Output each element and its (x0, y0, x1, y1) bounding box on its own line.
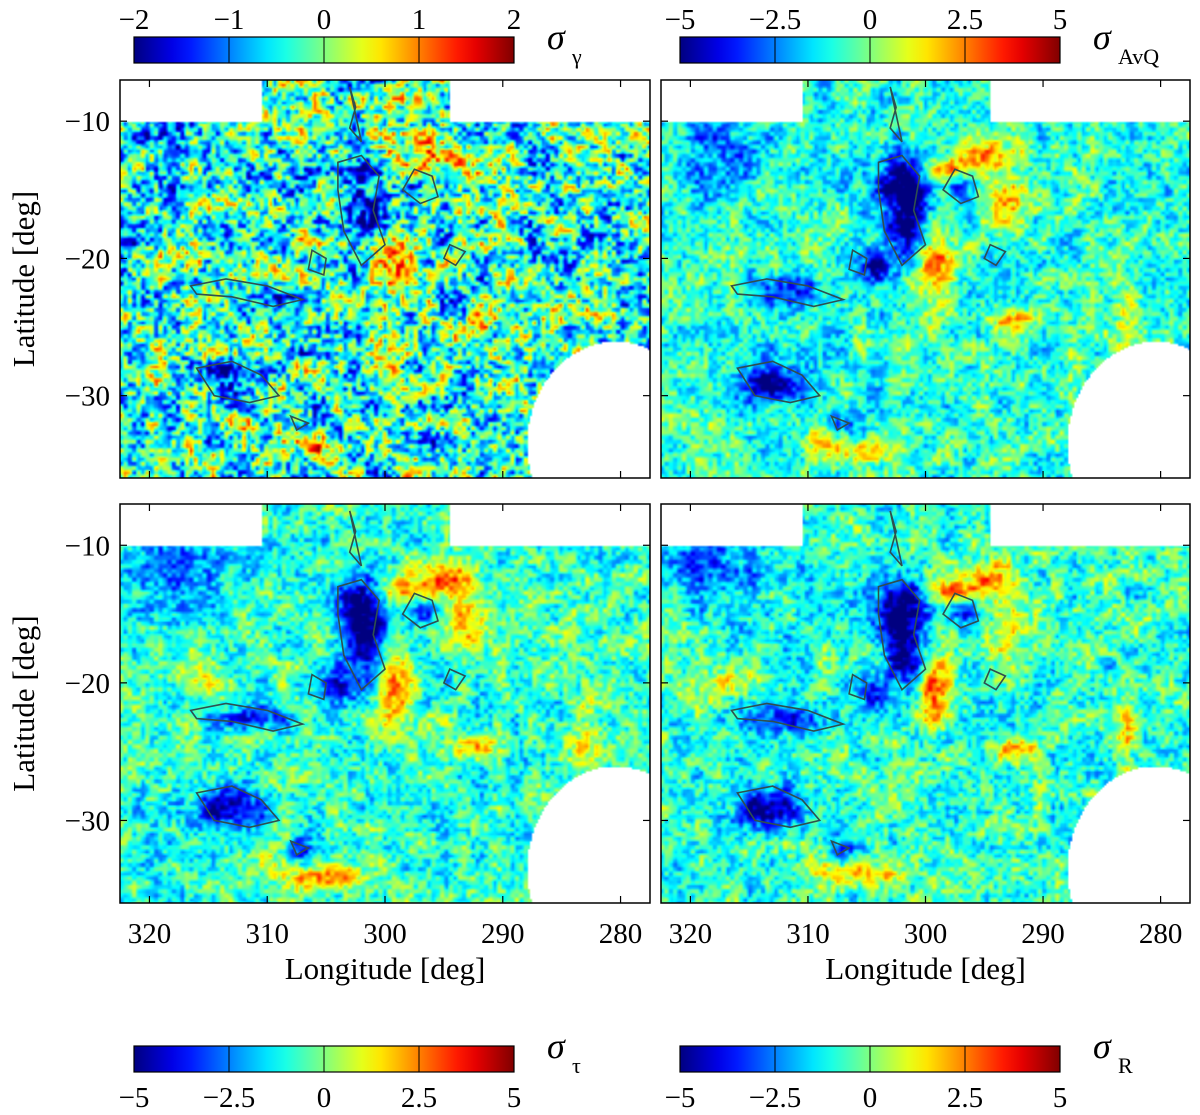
contour-6 (848, 673, 868, 701)
y-tick-label-0: −10 (65, 106, 110, 138)
contours-sigma_tau (189, 510, 467, 856)
colorbar-tick-label-3: 2.5 (947, 1082, 983, 1114)
contour-6 (848, 248, 868, 276)
colorbar-subscript-sigma_gamma: γ (571, 44, 582, 69)
colorbar-sigma_R: −5 −2.5 0 2.5 5σ R (665, 1026, 1133, 1114)
panel-sigma_gamma: −10 −20 −30 Latitude [deg] (6, 79, 651, 479)
contour-3 (195, 785, 281, 829)
contour-1 (942, 592, 980, 629)
contour-1 (401, 592, 439, 629)
panel-sigma_R: 320 310 300 290 280 Longitude [deg] (660, 503, 1191, 986)
colorbar-tick-label-3: 2.5 (947, 4, 983, 36)
contour-5 (348, 510, 363, 567)
colorbar-tick-label-2: 0 (863, 1082, 878, 1114)
contours-sigma_R (730, 510, 1007, 856)
colorbar-tick-label-0: −5 (665, 4, 696, 36)
panel-sigma_tau: 320 310 300 290 280 Longitude [deg] −10 −20 −30 L… (6, 503, 651, 986)
colorbar-tick-label-1: −1 (214, 4, 245, 36)
colorbar-tick-label-4: 5 (1053, 1082, 1068, 1114)
contour-2 (189, 702, 306, 732)
heatmap-sigma_R (661, 504, 1190, 903)
y-tick-label-1: −20 (65, 243, 110, 275)
colorbar-tick-label-1: −2.5 (203, 1082, 256, 1114)
x-axis-title: Longitude [deg] (285, 951, 486, 986)
x-tick-label-4: 280 (599, 918, 643, 950)
x-tick-label-3: 290 (481, 918, 525, 950)
y-axis-title: Latitude [deg] (6, 615, 41, 791)
colorbar-tick-label-3: 2.5 (401, 1082, 437, 1114)
y-tick-label-1: −20 (65, 668, 110, 700)
contours-sigma_gamma (189, 86, 467, 432)
contour-5 (889, 86, 903, 143)
contour-6 (307, 673, 327, 701)
y-tick-label-2: −30 (65, 381, 110, 413)
x-tick-label-1: 310 (786, 918, 830, 950)
heatmap-sigma_tau (120, 504, 650, 903)
contour-4 (289, 414, 311, 432)
colorbar-tick-label-0: −5 (119, 1082, 150, 1114)
colorbar-tick-label-3: 1 (412, 4, 427, 36)
y-tick-label-0: −10 (65, 530, 110, 562)
contour-3 (736, 785, 822, 829)
contour-3 (736, 360, 822, 404)
y-tick-label-2: −30 (65, 805, 110, 837)
contour-2 (730, 702, 846, 732)
colorbar-sigma_gamma: −2 −1 0 1 2 σ γ (119, 4, 582, 69)
colorbar-symbol-sigma_tau: σ (547, 1026, 566, 1066)
contour-5 (348, 86, 363, 143)
x-axis-title: Longitude [deg] (825, 951, 1026, 986)
colorbar-tick-label-4: 5 (1053, 4, 1068, 36)
contour-7 (442, 668, 467, 691)
contours-sigma_AvQ (730, 86, 1007, 432)
contour-0 (337, 154, 386, 267)
contour-7 (983, 668, 1007, 691)
colorbar-subscript-sigma_R: R (1118, 1053, 1133, 1078)
contour-0 (877, 154, 927, 267)
colorbar-subscript-sigma_tau: τ (572, 1053, 581, 1078)
colorbar-symbol-sigma_R: σ (1093, 1026, 1112, 1066)
x-tick-label-0: 320 (128, 918, 172, 950)
colorbar-tick-label-4: 2 (507, 4, 522, 36)
x-tick-label-2: 300 (363, 918, 407, 950)
contour-0 (337, 578, 386, 691)
contour-2 (189, 278, 306, 308)
colorbar-tick-label-2: 0 (317, 4, 332, 36)
panel-sigma_AvQ (660, 79, 1191, 479)
contour-3 (195, 360, 281, 404)
y-axis-title: Latitude [deg] (6, 191, 41, 367)
colorbar-tick-label-2: 0 (863, 4, 878, 36)
contour-7 (983, 243, 1007, 267)
contour-2 (730, 278, 846, 308)
x-tick-label-3: 290 (1021, 918, 1065, 950)
heatmap-sigma_AvQ (661, 80, 1190, 478)
contour-5 (889, 510, 903, 567)
heatmap-sigma_gamma (120, 80, 650, 478)
colorbar-sigma_AvQ: −5 −2.5 0 2.5 5 σ AvQ (665, 4, 1160, 69)
colorbar-tick-label-1: −2.5 (749, 1082, 802, 1114)
contour-1 (942, 168, 980, 205)
contour-4 (289, 839, 311, 856)
colorbar-tick-label-0: −2 (119, 4, 150, 36)
colorbar-tick-label-0: −5 (665, 1082, 696, 1114)
x-tick-label-1: 310 (245, 918, 289, 950)
contour-6 (307, 248, 327, 276)
contour-1 (401, 168, 439, 205)
colorbar-symbol-sigma_gamma: σ (547, 17, 566, 57)
contour-4 (830, 414, 851, 432)
colorbar-symbol-sigma_AvQ: σ (1093, 17, 1112, 57)
colorbar-tick-label-4: 5 (507, 1082, 522, 1114)
colorbar-tick-label-2: 0 (317, 1082, 332, 1114)
contour-4 (830, 839, 851, 856)
colorbar-sigma_tau: −5 −2.5 0 2.5 5σ τ (119, 1026, 581, 1114)
contour-7 (442, 243, 467, 267)
x-tick-label-2: 300 (904, 918, 948, 950)
contour-0 (877, 578, 927, 691)
x-tick-label-0: 320 (669, 918, 713, 950)
colorbar-subscript-sigma_AvQ: AvQ (1118, 44, 1159, 69)
colorbar-tick-label-1: −2.5 (749, 4, 802, 36)
x-tick-label-4: 280 (1139, 918, 1183, 950)
